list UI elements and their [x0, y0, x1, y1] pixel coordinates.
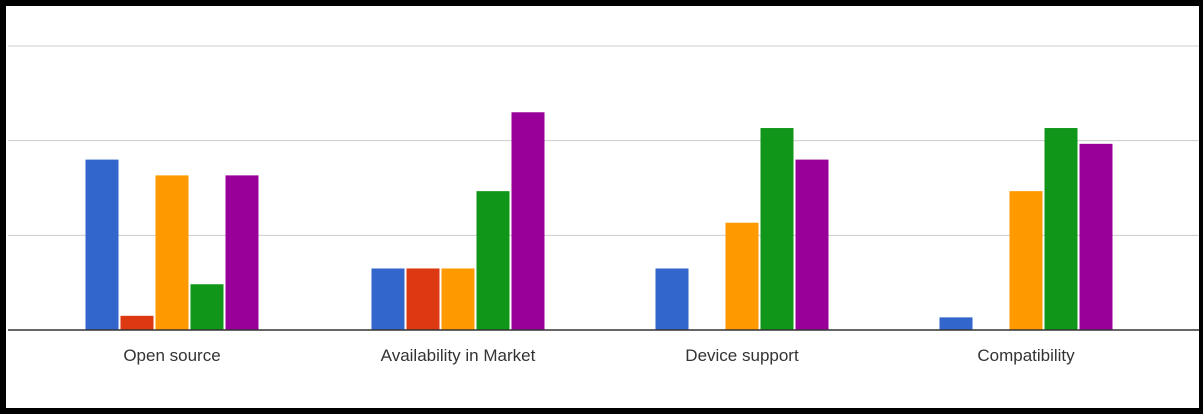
- bar: [406, 268, 440, 330]
- bar: [190, 284, 224, 330]
- gridlines: [8, 45, 1199, 236]
- bar: [655, 268, 689, 330]
- bar: [85, 159, 119, 330]
- bar: [120, 315, 154, 330]
- bar: [155, 175, 189, 330]
- bar: [1009, 191, 1043, 330]
- bar: [1079, 143, 1113, 330]
- bar: [1044, 128, 1078, 330]
- bar: [795, 159, 829, 330]
- bar: [760, 128, 794, 330]
- bar: [441, 268, 475, 330]
- x-tick-label: Availability in Market: [381, 346, 536, 365]
- bar: [476, 191, 510, 330]
- x-tick-labels: Open source Availability in Market Device …: [123, 346, 1075, 365]
- x-tick-label: Open source: [123, 346, 220, 365]
- bar: [725, 222, 759, 330]
- bar: [511, 112, 545, 331]
- x-tick-label: Device support: [685, 346, 799, 365]
- x-tick-label: Compatibility: [977, 346, 1075, 365]
- bar: [939, 317, 973, 330]
- bar: [225, 175, 259, 330]
- bars: [85, 112, 1113, 331]
- bar: [371, 268, 405, 330]
